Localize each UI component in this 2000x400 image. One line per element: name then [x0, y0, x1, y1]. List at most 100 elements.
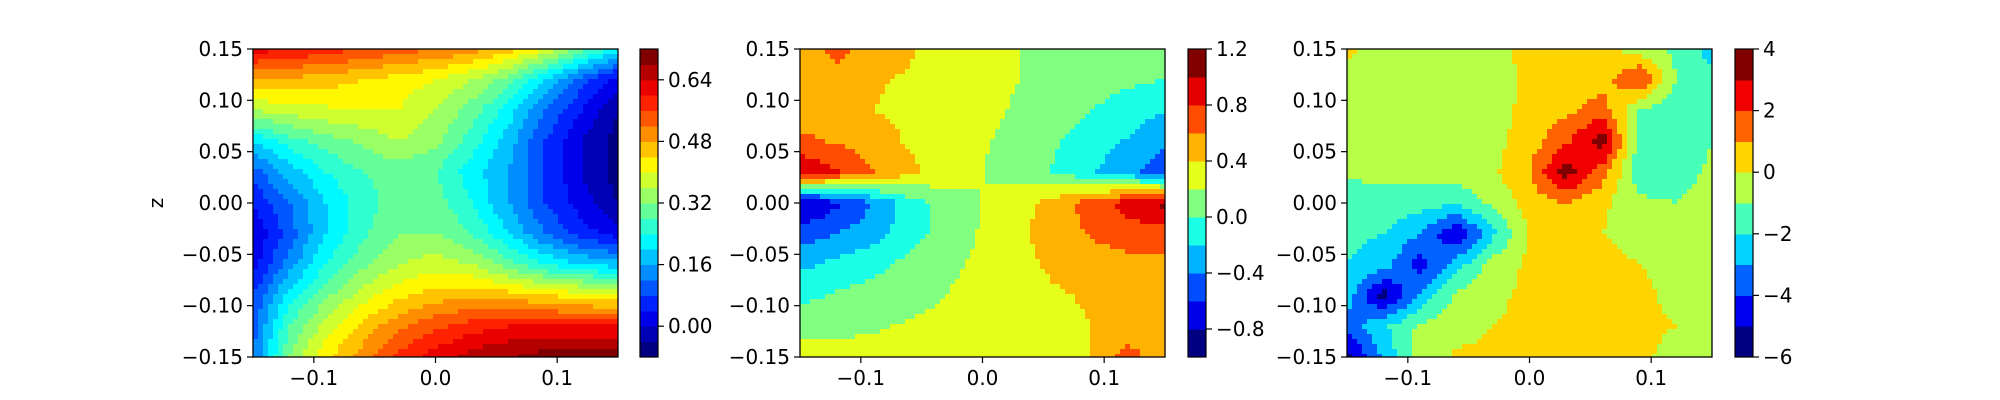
contour-band-cell — [1637, 109, 1713, 115]
contour-band-cell — [323, 239, 344, 245]
contour-band-cell — [1417, 234, 1438, 240]
contour-band-cell — [253, 129, 274, 135]
contour-band-cell — [353, 139, 444, 145]
contour-band-cell — [328, 214, 349, 220]
contour-band-cell — [895, 204, 931, 210]
contour-band-cell — [1707, 149, 1713, 155]
contour-band-cell — [508, 174, 529, 180]
contour-band-cell — [980, 214, 1036, 220]
contour-band-cell — [840, 174, 901, 180]
contour-band-cell — [1050, 279, 1166, 285]
contour-band-cell — [518, 269, 549, 275]
contour-band-cell — [258, 184, 274, 190]
contour-band-cell — [1347, 64, 1518, 70]
contour-band-cell — [433, 314, 619, 320]
contour-band-cell — [1457, 269, 1483, 275]
contour-band-cell — [1160, 204, 1166, 210]
contour-band-cell — [528, 299, 619, 305]
contour-band-cell — [318, 304, 339, 310]
contour-band-cell — [343, 319, 364, 325]
contour-band-cell — [263, 334, 274, 340]
contour-band-cell — [1160, 149, 1166, 155]
contour-band-cell — [268, 99, 404, 105]
contour-band-cell — [800, 54, 831, 60]
contour-band-cell — [583, 149, 609, 155]
contour-band-cell — [323, 284, 344, 290]
contour-band-cell — [253, 284, 259, 290]
contour-band-cell — [253, 144, 264, 150]
contour-band-cell — [558, 264, 609, 270]
contour-band-cell — [453, 339, 509, 345]
contour-band-cell — [1577, 169, 1593, 175]
contour-band-cell — [453, 149, 474, 155]
contour-band-cell — [1662, 334, 1713, 340]
contour-band-cell — [568, 104, 584, 110]
contour-band-cell — [593, 94, 614, 100]
contour-band-cell — [955, 279, 1051, 285]
contour-band-cell — [533, 69, 549, 75]
contour-band-cell — [1347, 344, 1363, 350]
contour-band-cell — [488, 124, 509, 130]
contour-band-cell — [1150, 159, 1166, 165]
contour-band-cell — [373, 294, 409, 300]
contour-band-cell — [493, 79, 514, 85]
contour-band-cell — [1577, 109, 1613, 115]
contour-band-cell — [293, 149, 329, 155]
contour-band-cell — [293, 239, 309, 245]
contour-band-cell — [1587, 99, 1608, 105]
contour-band-cell — [1607, 159, 1613, 165]
contour-band-cell — [453, 209, 479, 215]
contour-band-cell — [328, 229, 349, 235]
contour-band-cell — [253, 184, 259, 190]
contour-band-cell — [253, 134, 264, 140]
contour-band-cell — [800, 239, 816, 245]
contour-band-cell — [313, 129, 379, 135]
contour-band-cell — [1140, 349, 1166, 355]
contour-band-cell — [805, 154, 861, 160]
contour-band-cell — [493, 234, 514, 240]
contour-band-cell — [1642, 54, 1673, 60]
contour-band-cell — [303, 329, 319, 335]
contour-band-cell — [373, 184, 444, 190]
contour-band-cell — [578, 69, 599, 75]
contour-band-cell — [975, 229, 1031, 235]
contour-band-cell — [328, 204, 349, 210]
contour-band-cell — [895, 74, 1021, 80]
colorbar-band — [1188, 105, 1206, 134]
contour-band-cell — [1352, 304, 1378, 310]
contour-band-cell — [1080, 119, 1146, 125]
contour-band-cell — [408, 324, 449, 330]
contour-band-cell — [1347, 244, 1363, 250]
contour-band-cell — [930, 204, 981, 210]
contour-band-cell — [1020, 69, 1166, 75]
contour-band-cell — [1125, 214, 1166, 220]
contour-band-cell — [800, 234, 831, 240]
contour-band-cell — [815, 239, 881, 245]
contour-band-cell — [508, 274, 544, 280]
contour-band-cell — [453, 89, 484, 95]
contour-band-cell — [1357, 49, 1513, 55]
contour-band-cell — [313, 279, 329, 285]
contour-band-cell — [1607, 224, 1713, 230]
contour-band-cell — [508, 179, 529, 185]
contour-band-cell — [910, 249, 971, 255]
contour-band-cell — [468, 129, 489, 135]
contour-band-cell — [473, 154, 494, 160]
contour-band-cell — [253, 314, 259, 320]
contour-band-cell — [825, 139, 901, 145]
contour-band-cell — [1442, 269, 1458, 275]
contour-band-cell — [523, 99, 539, 105]
contour-band-cell — [543, 59, 559, 65]
contour-band-cell — [453, 119, 474, 125]
contour-band-cell — [548, 269, 599, 275]
contour-band-cell — [1612, 134, 1623, 140]
contour-band-cell — [543, 114, 559, 120]
contour-band-cell — [253, 354, 264, 358]
contour-band-cell — [613, 64, 619, 70]
contour-band-cell — [518, 134, 534, 140]
contour-band-cell — [1607, 99, 1638, 105]
contour-band-cell — [1120, 349, 1141, 355]
contour-band-cell — [830, 209, 866, 215]
contour-band-cell — [1120, 199, 1166, 205]
contour-band-cell — [1422, 289, 1438, 295]
